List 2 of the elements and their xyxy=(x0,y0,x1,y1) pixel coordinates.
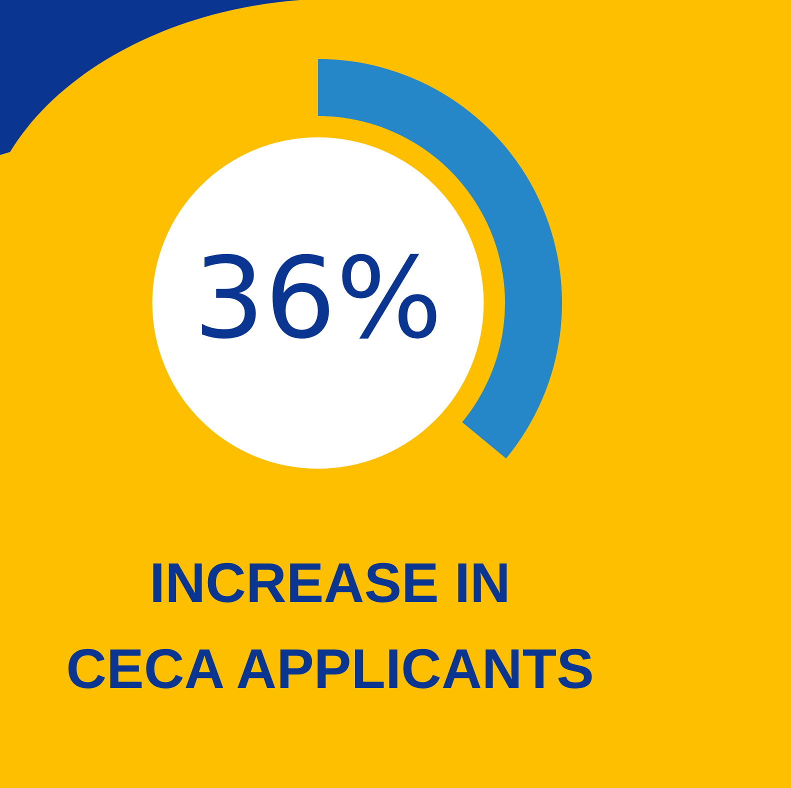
data-label: 36% xyxy=(194,234,442,364)
text: INCREASE IN CECA APPLICANTS xyxy=(66,551,594,700)
